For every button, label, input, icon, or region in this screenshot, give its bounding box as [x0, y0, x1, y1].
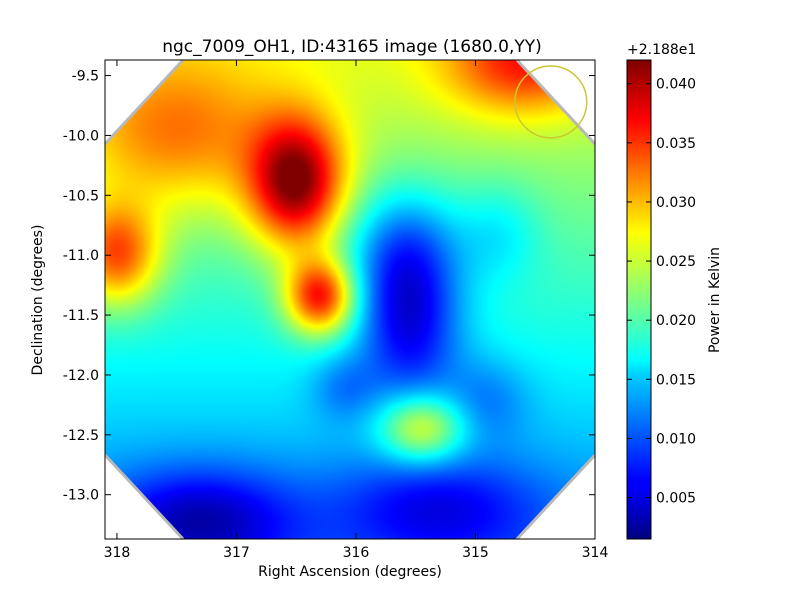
octagon-edge: [103, 58, 185, 146]
octagon-edge: [515, 58, 597, 146]
x-tick-label: 318: [104, 545, 131, 561]
colorbar-tick-label: 0.030: [656, 195, 696, 211]
y-tick-label: -10.5: [63, 188, 99, 204]
y-tick-label: -10.0: [63, 128, 99, 144]
colorbar-gradient: [627, 60, 651, 539]
x-tick-label: 316: [343, 545, 370, 561]
y-tick-label: -13.0: [63, 488, 99, 504]
heatmap-image: [105, 60, 595, 539]
heatmap-area: 318 317 316 315 314 -9.5 -10.0 -10.5 -11.0 -11.5…: [63, 58, 609, 561]
colorbar-tick-label: 0.020: [656, 313, 696, 329]
colorbar-tick-label: 0.010: [656, 431, 696, 447]
x-axis-ticks: 318 317 316 315 314: [104, 60, 609, 561]
x-tick-label: 315: [462, 545, 489, 561]
colorbar-tick-label: 0.015: [656, 372, 696, 388]
y-axis-label: Declination (degrees): [30, 225, 46, 376]
colorbar-label: Power in Kelvin: [707, 247, 723, 353]
colorbar-offset: +2.188e1: [627, 42, 696, 58]
colorbar: 0.005 0.010 0.015 0.020 0.025 0.030 0.035 0.040…: [626, 42, 723, 540]
y-axis-ticks: -9.5 -10.0 -10.5 -11.0 -11.5 -12.0 -12.5 -13.0: [63, 69, 595, 504]
y-tick-label: -11.5: [63, 308, 99, 324]
colorbar-ticks: 0.005 0.010 0.015 0.020 0.025 0.030 0.035 0.040: [627, 77, 696, 507]
chart-title: ngc_7009_OH1, ID:43165 image (1680.0,YY): [162, 37, 542, 57]
y-tick-label: -9.5: [72, 69, 99, 85]
x-tick-label: 317: [223, 545, 250, 561]
octagon-edge: [103, 453, 185, 541]
plot-frame: [104, 59, 596, 540]
y-tick-label: -12.0: [63, 368, 99, 384]
x-axis-label: Right Ascension (degrees): [258, 564, 442, 580]
colorbar-tick-label: 0.005: [656, 491, 696, 507]
colorbar-tick-label: 0.035: [656, 136, 696, 152]
octagon-edges: [103, 58, 597, 541]
colorbar-tick-label: 0.025: [656, 254, 696, 270]
y-tick-label: -12.5: [63, 428, 99, 444]
y-tick-label: -11.0: [63, 248, 99, 264]
x-tick-label: 314: [582, 545, 609, 561]
colorbar-tick-label: 0.040: [656, 77, 696, 93]
colorbar-frame: [626, 59, 652, 540]
beam-circle: [514, 65, 588, 139]
octagon-edge: [515, 453, 597, 541]
